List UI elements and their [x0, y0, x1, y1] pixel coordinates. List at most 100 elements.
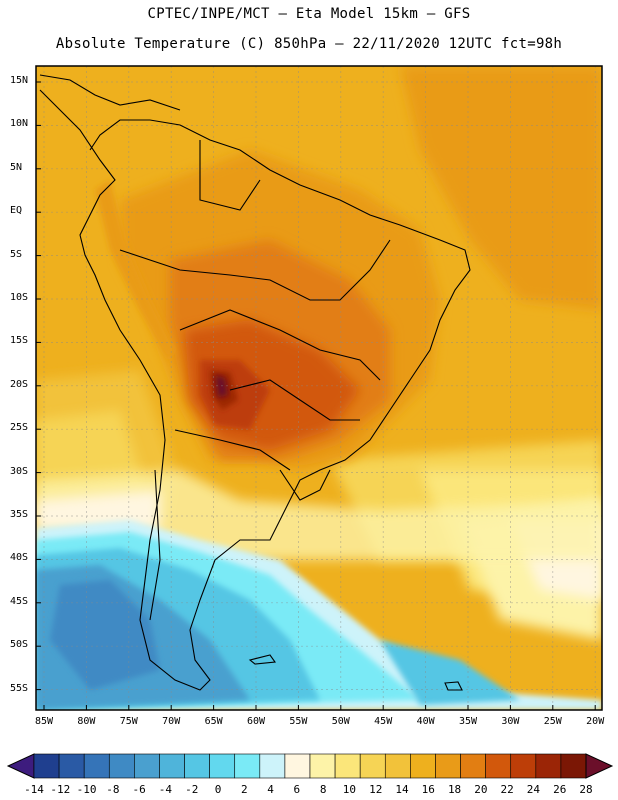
colorbar-label: -4 [158, 783, 173, 796]
coastline-and-borders [39, 74, 471, 691]
colorbar-label: 4 [267, 783, 274, 796]
colorbar-label: 2 [240, 783, 248, 796]
map-gridlines [36, 66, 602, 710]
lon-label: 45W [374, 716, 393, 727]
lat-label: 40S [10, 552, 29, 564]
colorbar-swatch [384, 753, 411, 779]
lat-label: 10S [10, 292, 29, 303]
colorbar-swatch [359, 753, 386, 779]
field-cold-east [380, 640, 520, 705]
lon-label: 85W [34, 716, 54, 727]
colorbar-swatch [234, 753, 261, 779]
central-america-coast [39, 74, 181, 111]
colorbar-label: 28 [579, 783, 593, 796]
lon-label: 30W [501, 716, 520, 727]
axis-ticks [36, 81, 596, 710]
colorbar-label: -2 [185, 783, 199, 796]
lat-label: 5S [10, 248, 23, 260]
colorbar-label: 20 [474, 783, 488, 796]
field-andes-strip [95, 180, 175, 360]
south-georgia [444, 681, 463, 691]
lon-label: 65W [204, 716, 223, 727]
chart-title-line2: Absolute Temperature (C) 850hPa – 22/11/… [55, 36, 563, 52]
colorbar-label: -8 [106, 783, 120, 796]
colorbar-swatch [410, 753, 436, 779]
colorbar-swatch [485, 753, 512, 779]
field-ne-ocean [400, 66, 602, 310]
colorbar-swatch [535, 753, 562, 779]
colorbar-label: -14 [24, 783, 44, 796]
colorbar-swatch [58, 753, 85, 779]
lon-label: 75W [119, 716, 138, 727]
colorbar-label: 22 [500, 783, 514, 796]
colorbar-swatch [284, 753, 311, 779]
border-uruguay [279, 469, 331, 501]
lon-label: 20W [586, 716, 605, 727]
lat-label: 15S [10, 335, 29, 347]
colorbar-label: 24 [526, 783, 541, 796]
colorbar-swatch [184, 753, 210, 779]
south-america-coast [39, 89, 471, 691]
lat-label: 55S [10, 682, 29, 694]
lon-label: 35W [458, 716, 478, 727]
colorbar-swatch [309, 753, 336, 779]
colorbar-swatch [334, 753, 361, 779]
colorbar-over-arrow [585, 753, 614, 779]
colorbar-label: 14 [395, 783, 409, 796]
temperature-field [36, 66, 602, 710]
lat-label: EQ [10, 205, 23, 217]
colorbar-swatch [83, 753, 110, 779]
lon-label: 80W [77, 716, 96, 727]
border-paraguay [229, 379, 360, 421]
colorbar-swatch [560, 753, 587, 779]
lon-label: 50W [331, 716, 350, 727]
field-peak [215, 375, 228, 398]
chart-title-line1: CPTEC/INPE/MCT – Eta Model 15km – GFS [147, 6, 471, 22]
lat-label: 5N [10, 161, 23, 173]
lat-label: 10N [10, 118, 29, 130]
colorbar-swatch [33, 753, 60, 779]
colorbar-label: 8 [319, 783, 327, 796]
lat-label: 15N [10, 75, 29, 86]
colorbar-label: -12 [50, 783, 71, 796]
field-cream-west [36, 490, 160, 530]
colorbar [6, 753, 614, 779]
border-amazon [119, 239, 391, 301]
colorbar-label: -6 [132, 783, 146, 796]
lat-label: 25S [10, 422, 29, 434]
falkland-islands [248, 654, 276, 665]
lon-label: 40W [416, 716, 435, 727]
lat-label: 50S [10, 639, 29, 651]
colorbar-label: 6 [293, 783, 301, 796]
colorbar-swatch [259, 753, 286, 779]
colorbar-label: 16 [421, 783, 435, 796]
colorbar-label: 26 [553, 783, 567, 796]
colorbar-swatch [108, 753, 135, 779]
lon-label: 55W [289, 716, 308, 727]
map-frame [35, 65, 603, 711]
colorbar-swatch [435, 753, 461, 779]
colorbar-swatch [134, 753, 160, 779]
border-bolivia [179, 309, 381, 381]
lat-label: 35S [10, 509, 29, 520]
border-argentina-north [174, 429, 291, 471]
colorbar-label: 18 [447, 783, 462, 796]
colorbar-swatch [460, 753, 486, 779]
lat-label: 30S [10, 465, 29, 477]
border-venezuela [199, 140, 261, 211]
colorbar-label: 10 [342, 783, 357, 796]
lon-label: 25W [543, 716, 562, 727]
colorbar-swatch [510, 753, 537, 779]
field-cold-core [50, 580, 160, 690]
border-chile [149, 469, 161, 621]
colorbar-label: 0 [214, 783, 222, 796]
colorbar-swatch [159, 753, 185, 779]
lat-label: 45S [10, 595, 29, 607]
colorbar-label: -10 [76, 783, 97, 796]
lat-label: 20S [10, 378, 29, 390]
lon-label: 60W [246, 716, 266, 727]
lon-label: 70W [162, 716, 181, 727]
colorbar-label: 12 [369, 783, 383, 796]
colorbar-swatch [209, 753, 236, 779]
